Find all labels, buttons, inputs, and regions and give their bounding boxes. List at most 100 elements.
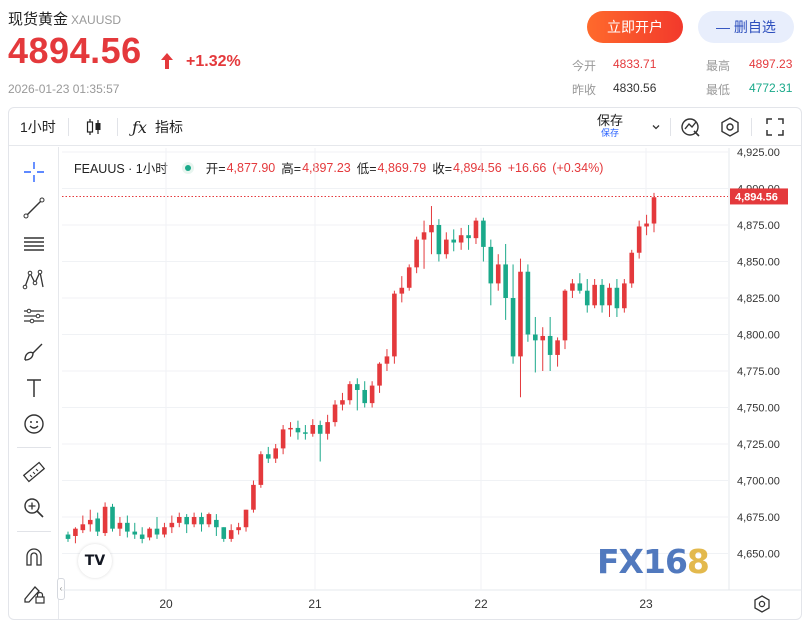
candle-body — [495, 264, 501, 284]
candle-body — [214, 519, 219, 528]
chart-settings-icon[interactable] — [752, 594, 772, 614]
candle-body — [154, 528, 160, 535]
candle-body — [399, 287, 405, 294]
candle-body — [73, 528, 78, 536]
brush-icon[interactable] — [21, 339, 47, 365]
candle-body — [184, 517, 189, 525]
candle-body — [125, 522, 130, 532]
open-account-button[interactable]: 立即开户 — [587, 11, 683, 43]
text-icon[interactable] — [21, 375, 47, 401]
low-label: 最低 — [706, 83, 731, 97]
candle-body — [169, 522, 175, 528]
chart-legend: FEAUUS · 1小时 开= 4,877.90 高= 4,897.23 低= 4,8… — [74, 158, 609, 177]
candle-body — [592, 284, 597, 306]
candle-body — [555, 340, 560, 355]
high-label: 最高 — [706, 59, 731, 73]
candle-body — [458, 235, 464, 243]
candle-body — [362, 389, 368, 404]
x-tick-label: 20 — [159, 597, 173, 611]
legend-high-key: 高= — [281, 162, 302, 176]
y-tick-label: 4,850.00 — [737, 257, 780, 269]
candle-body — [191, 517, 197, 525]
candle-body — [636, 226, 642, 253]
projection-icon[interactable] — [21, 303, 47, 329]
lock-draw-icon[interactable] — [21, 581, 47, 607]
fullscreen-icon[interactable] — [765, 117, 785, 137]
chevron-down-icon[interactable] — [650, 121, 662, 133]
candle-body — [102, 506, 108, 534]
candle-body — [310, 425, 316, 434]
interval-selector[interactable]: 1小时 — [20, 108, 56, 146]
candle-body — [236, 527, 241, 531]
candle-body — [273, 448, 278, 459]
candle-body — [518, 271, 523, 357]
candle-body — [599, 284, 605, 306]
candle-body — [540, 335, 546, 341]
legend-title: FEAUUS · 1小时 — [74, 162, 168, 176]
candle-body — [629, 252, 635, 284]
candle-body — [577, 283, 583, 291]
candle-body — [533, 334, 538, 341]
candle-body — [481, 220, 486, 247]
y-tick-label: 4,700.00 — [737, 476, 780, 488]
quote-timestamp: 2026-01-23 01:35:57 — [8, 82, 120, 96]
legend-change-pct: (+0.34%) — [552, 160, 604, 175]
candle-body — [303, 432, 308, 434]
save-button[interactable]: 保存 保存 — [594, 113, 626, 139]
tradingview-logo: TV — [78, 544, 112, 578]
legend-open-key: 开= — [205, 162, 226, 176]
x-tick-label: 21 — [308, 597, 322, 611]
candle-body — [251, 484, 256, 510]
save-label: 保存 — [596, 113, 623, 128]
x-tick-label: 23 — [639, 597, 653, 611]
candle-body — [384, 356, 390, 364]
y-tick-label: 4,875.00 — [737, 220, 780, 232]
remove-watchlist-button[interactable]: — 删自选 — [698, 11, 794, 43]
legend-open-value: 4,877.90 — [226, 160, 276, 175]
candle-body — [406, 267, 412, 288]
zoom-icon[interactable] — [21, 495, 47, 521]
candle-body — [325, 422, 330, 434]
candle-body — [369, 385, 375, 404]
candle-body — [280, 429, 286, 449]
candle-body — [258, 454, 264, 485]
ruler-icon[interactable] — [21, 459, 47, 485]
y-tick-label: 4,925.00 — [737, 147, 780, 159]
candle-body — [377, 363, 382, 386]
crosshair-icon[interactable] — [21, 159, 47, 185]
candle-body — [644, 223, 649, 227]
prev-close-label: 昨收 — [572, 83, 597, 97]
pattern-icon[interactable] — [21, 267, 47, 293]
indicators-button[interactable]: ƒx 指标 — [132, 108, 183, 146]
watermark-right: 8 — [686, 542, 710, 581]
magnet-icon[interactable] — [21, 545, 47, 571]
settings-hex-icon[interactable] — [719, 116, 741, 138]
y-tick-label: 4,675.00 — [737, 512, 780, 524]
emoji-icon[interactable] — [21, 411, 47, 437]
candle-body — [80, 524, 86, 531]
candle-body — [584, 290, 590, 306]
instrument-name: 现货黄金 XAUUSD — [8, 8, 121, 29]
candle-body — [444, 239, 449, 255]
fx168-watermark: FX168 — [597, 542, 710, 581]
chart-type-button[interactable] — [85, 108, 103, 146]
candle-body — [392, 293, 397, 357]
collapse-toolbar-button[interactable]: ‹ — [57, 578, 65, 600]
arrow-up-icon — [161, 53, 173, 69]
candle-body — [503, 264, 508, 298]
candle-body — [176, 517, 182, 523]
fib-icon[interactable] — [21, 231, 47, 257]
candle-body — [288, 427, 293, 430]
candle-body — [525, 271, 531, 335]
legend-high-value: 4,897.23 — [302, 160, 351, 175]
y-tick-label: 4,775.00 — [737, 366, 780, 378]
candlestick-icon — [86, 119, 101, 135]
y-tick-label: 4,650.00 — [737, 549, 780, 561]
function-icon: ƒx — [132, 117, 147, 137]
alert-icon[interactable] — [679, 116, 701, 138]
candle-body — [265, 454, 271, 459]
candle-body — [562, 290, 568, 341]
candle-body — [87, 519, 93, 525]
trendline-icon[interactable] — [21, 195, 47, 221]
